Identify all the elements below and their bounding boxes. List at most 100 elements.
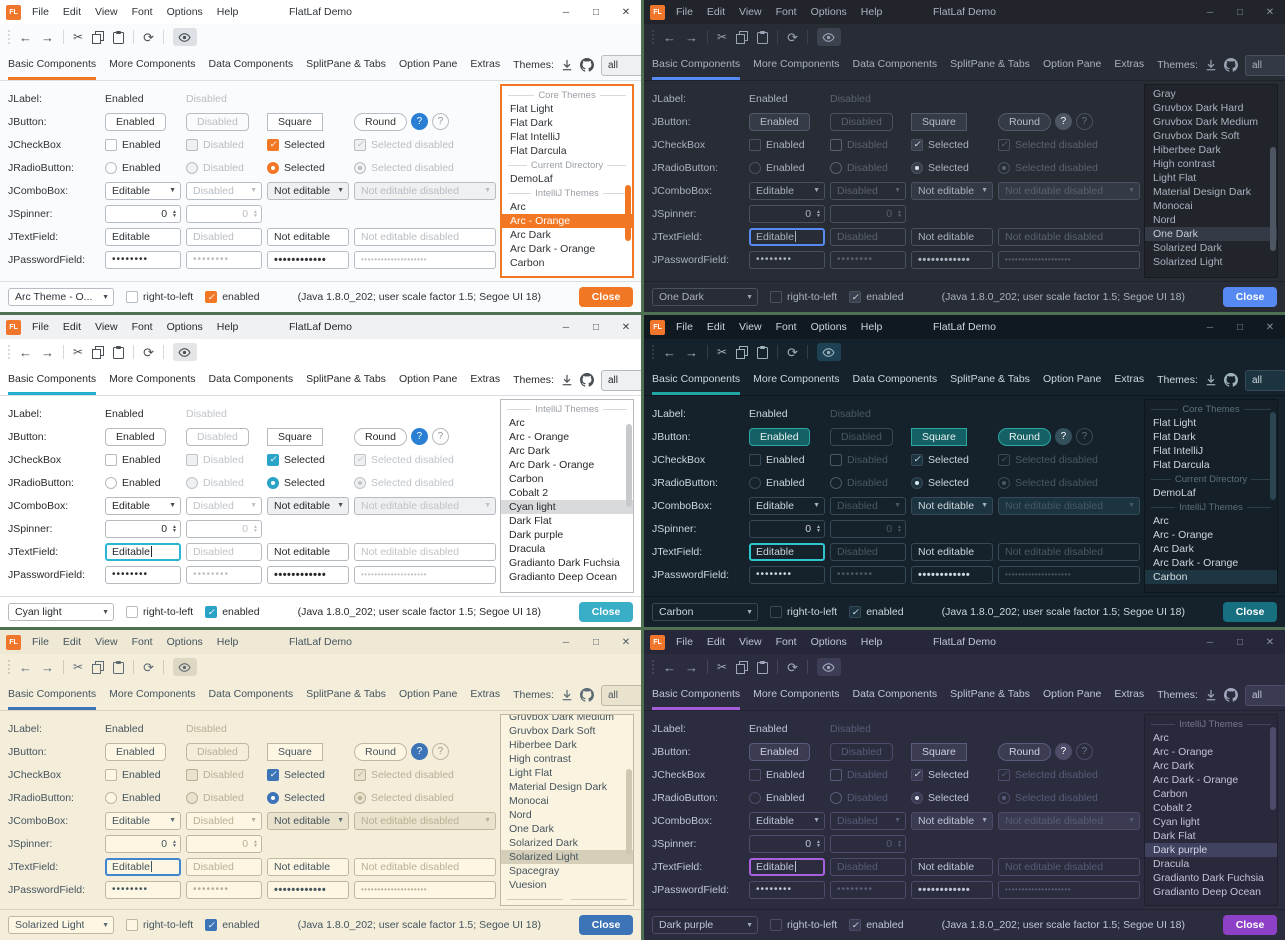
theme-list-item[interactable]: Dark Flat [509,515,552,527]
themes-scrollbar[interactable] [1270,716,1276,904]
menu-font[interactable]: Font [775,321,797,333]
menu-font[interactable]: Font [775,6,797,18]
menu-font[interactable]: Font [131,321,153,333]
download-icon[interactable] [1205,689,1217,701]
toolbar-grip[interactable] [652,660,656,674]
minimize-button[interactable] [551,315,581,339]
theme-list-item[interactable]: Arc Dark [1153,760,1194,772]
menu-edit[interactable]: Edit [62,636,82,648]
rtl-checkbox[interactable]: right-to-left [770,291,837,303]
radio-enabled[interactable]: Enabled [749,476,825,489]
back-icon[interactable] [19,346,32,359]
theme-list-item[interactable]: Solarized Dark [509,837,578,849]
passwordfield-enabled[interactable]: •••••••• [749,250,825,269]
combobox-editable[interactable]: Editable [105,811,181,830]
tab-basic-components[interactable]: Basic Components [652,365,741,395]
themes-list[interactable]: Core Themes Flat Light Flat Dark Flat Intel… [1144,399,1278,593]
jbutton-square[interactable]: Square [267,427,323,446]
jbutton-enabled[interactable]: Enabled [749,742,810,761]
minimize-button[interactable] [551,0,581,24]
jbutton-square[interactable]: Square [267,112,323,131]
radio-selected[interactable]: Selected [267,161,349,174]
help-button-filled[interactable]: ? [1054,428,1072,445]
close-window-button[interactable] [1255,630,1285,654]
jbutton-round[interactable]: Round [354,112,407,131]
jbutton-square[interactable]: Square [911,112,967,131]
radio-selected[interactable]: Selected [911,791,993,804]
toolbar-grip[interactable] [652,30,656,44]
textfield-not-editable[interactable]: Not editable [267,542,349,561]
help-button-filled[interactable]: ? [410,428,428,445]
radio-selected[interactable]: Selected [267,791,349,804]
theme-list-item[interactable]: Arc Dark [509,445,550,457]
menu-file[interactable]: File [676,6,693,18]
themes-scrollbar[interactable] [626,716,632,904]
theme-list-item[interactable]: Arc Dark [1153,543,1194,555]
theme-list-item[interactable]: Nord [1153,214,1176,226]
passwordfield-enabled[interactable]: •••••••• [749,880,825,899]
help-button-outline[interactable]: ? [1075,428,1093,445]
textfield-editable[interactable]: Editable [105,857,181,876]
jbutton-round[interactable]: Round [354,427,407,446]
download-icon[interactable] [561,689,573,701]
theme-list-item[interactable]: Arc [1153,732,1169,744]
refresh-icon[interactable] [787,661,798,674]
theme-list-item[interactable]: Dark purple [1145,843,1277,857]
paste-icon[interactable] [113,660,125,674]
github-icon[interactable] [579,688,594,702]
scrollbar-thumb[interactable] [1270,727,1276,810]
theme-list-item[interactable]: Hiberbee Dark [1153,144,1221,156]
download-icon[interactable] [1205,374,1217,386]
theme-list-item[interactable]: Gradianto Dark Fuchsia [1153,872,1264,884]
help-button-outline[interactable]: ? [431,428,449,445]
rtl-checkbox[interactable]: right-to-left [770,606,837,618]
combobox-editable[interactable]: Editable [749,181,825,200]
theme-combo[interactable]: Arc Theme - O... [8,288,114,306]
enabled-checkbox[interactable]: enabled [849,606,904,618]
theme-list-item[interactable]: Hiberbee Dark [509,739,577,751]
refresh-icon[interactable] [143,346,154,359]
theme-list-item[interactable]: Dark purple [509,529,564,541]
enabled-checkbox[interactable]: enabled [849,919,904,931]
theme-list-item[interactable]: Gruvbox Dark Soft [509,725,596,737]
theme-list-item[interactable]: Flat Darcula [1153,459,1210,471]
download-icon[interactable] [561,374,573,386]
menu-view[interactable]: View [739,321,762,333]
theme-list-item[interactable]: Cobalt 2 [1153,802,1193,814]
theme-list-item[interactable]: Arc Dark - Orange [1153,557,1239,569]
theme-list-item[interactable]: Spacegray [509,865,560,877]
passwordfield-not-editable[interactable]: •••••••••••• [911,565,993,584]
tab-extras[interactable]: Extras [1114,687,1145,700]
menu-view[interactable]: View [739,636,762,648]
help-button-outline[interactable]: ? [1075,113,1093,130]
copy-icon[interactable] [736,660,749,674]
passwordfield-not-editable[interactable]: •••••••••••• [267,565,349,584]
tab-data-components[interactable]: Data Components [208,687,294,700]
theme-list-item[interactable]: Carbon [1145,570,1277,584]
menu-help[interactable]: Help [216,321,239,333]
passwordfield-not-editable[interactable]: •••••••••••• [267,250,349,269]
tab-more-components[interactable]: More Components [109,57,196,70]
passwordfield-enabled[interactable]: •••••••• [749,565,825,584]
themes-list[interactable]: IntelliJ Themes Arc Arc - Orange Arc Dark Ar… [1144,714,1278,906]
jbutton-round[interactable]: Round [998,742,1051,761]
themes-list[interactable]: Gray Gruvbox Dark Hard Gruvbox Dark Medium… [1144,84,1278,278]
tab-splitpane-tabs[interactable]: SplitPane & Tabs [306,372,386,385]
paste-icon[interactable] [757,30,769,44]
theme-list-item[interactable]: High contrast [1153,158,1215,170]
theme-list-item[interactable]: Gray [1153,88,1176,100]
checkbox-enabled[interactable]: Enabled [749,138,825,151]
tab-basic-components[interactable]: Basic Components [8,50,97,80]
minimize-button[interactable] [1195,0,1225,24]
checkbox-enabled[interactable]: Enabled [105,768,181,781]
rtl-checkbox[interactable]: right-to-left [126,606,193,618]
themes-scrollbar[interactable] [625,87,631,275]
theme-list-item[interactable]: Vuesion [509,879,547,891]
combobox-not-editable[interactable]: Not editable [911,811,993,830]
theme-filter-combo[interactable]: all [1244,684,1285,706]
checkbox-enabled[interactable]: Enabled [105,138,181,151]
toolbar-grip[interactable] [8,660,12,674]
themes-scrollbar[interactable] [1270,86,1276,276]
textfield-not-editable[interactable]: Not editable [911,227,993,246]
scrollbar-thumb[interactable] [625,184,631,242]
